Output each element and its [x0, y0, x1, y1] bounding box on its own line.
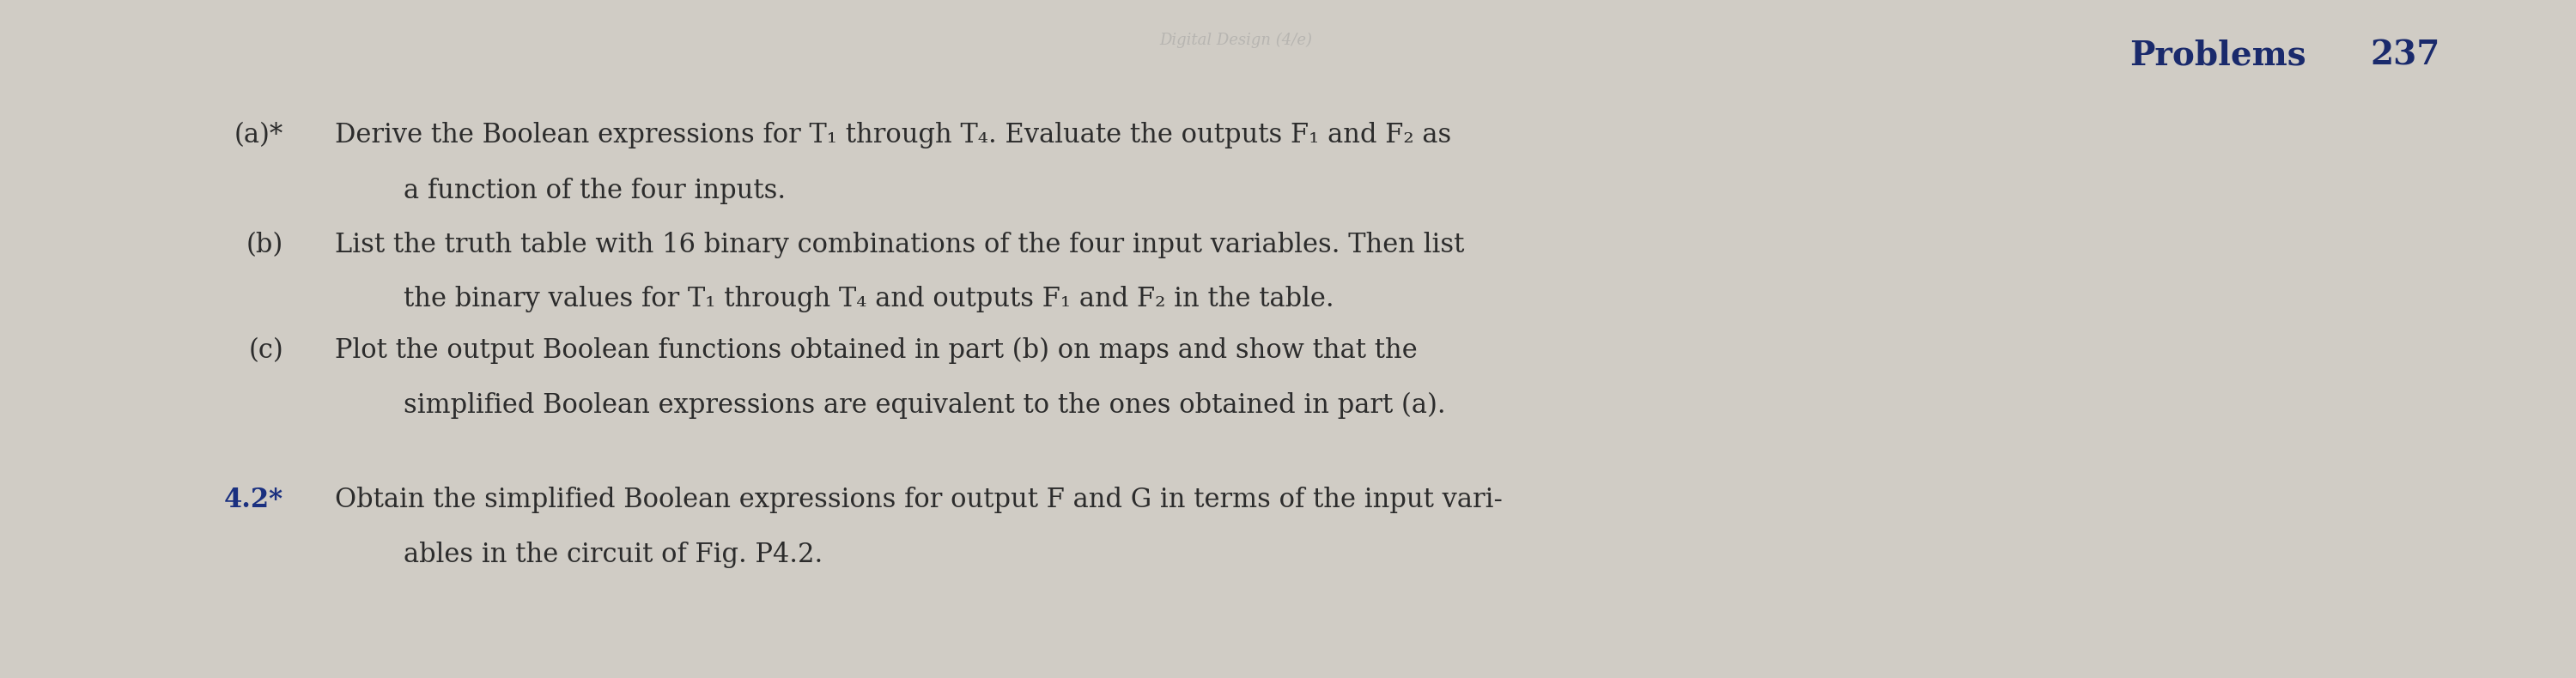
- Text: Plot the output Boolean functions obtained in part (b) on maps and show that the: Plot the output Boolean functions obtain…: [335, 337, 1417, 364]
- Text: simplified Boolean expressions are equivalent to the ones obtained in part (a).: simplified Boolean expressions are equiv…: [404, 392, 1445, 419]
- Text: 4.2*: 4.2*: [224, 487, 283, 513]
- Text: List the truth table with 16 binary combinations of the four input variables. Th: List the truth table with 16 binary comb…: [335, 232, 1463, 258]
- Text: Problems: Problems: [2130, 39, 2306, 71]
- Text: a function of the four inputs.: a function of the four inputs.: [404, 178, 786, 204]
- Text: Digital Design (4/e): Digital Design (4/e): [1159, 33, 1311, 48]
- Text: (c): (c): [247, 337, 283, 364]
- Text: 237: 237: [2370, 39, 2439, 71]
- Text: (a)*: (a)*: [234, 122, 283, 148]
- Text: (b): (b): [247, 232, 283, 258]
- Text: Derive the Boolean expressions for T₁ through T₄. Evaluate the outputs F₁ and F₂: Derive the Boolean expressions for T₁ th…: [335, 122, 1450, 148]
- Text: the binary values for T₁ through T₄ and outputs F₁ and F₂ in the table.: the binary values for T₁ through T₄ and …: [404, 286, 1334, 313]
- Text: ables in the circuit of Fig. P4.2.: ables in the circuit of Fig. P4.2.: [404, 542, 822, 568]
- Text: Obtain the simplified Boolean expressions for output F and G in terms of the inp: Obtain the simplified Boolean expression…: [335, 487, 1502, 513]
